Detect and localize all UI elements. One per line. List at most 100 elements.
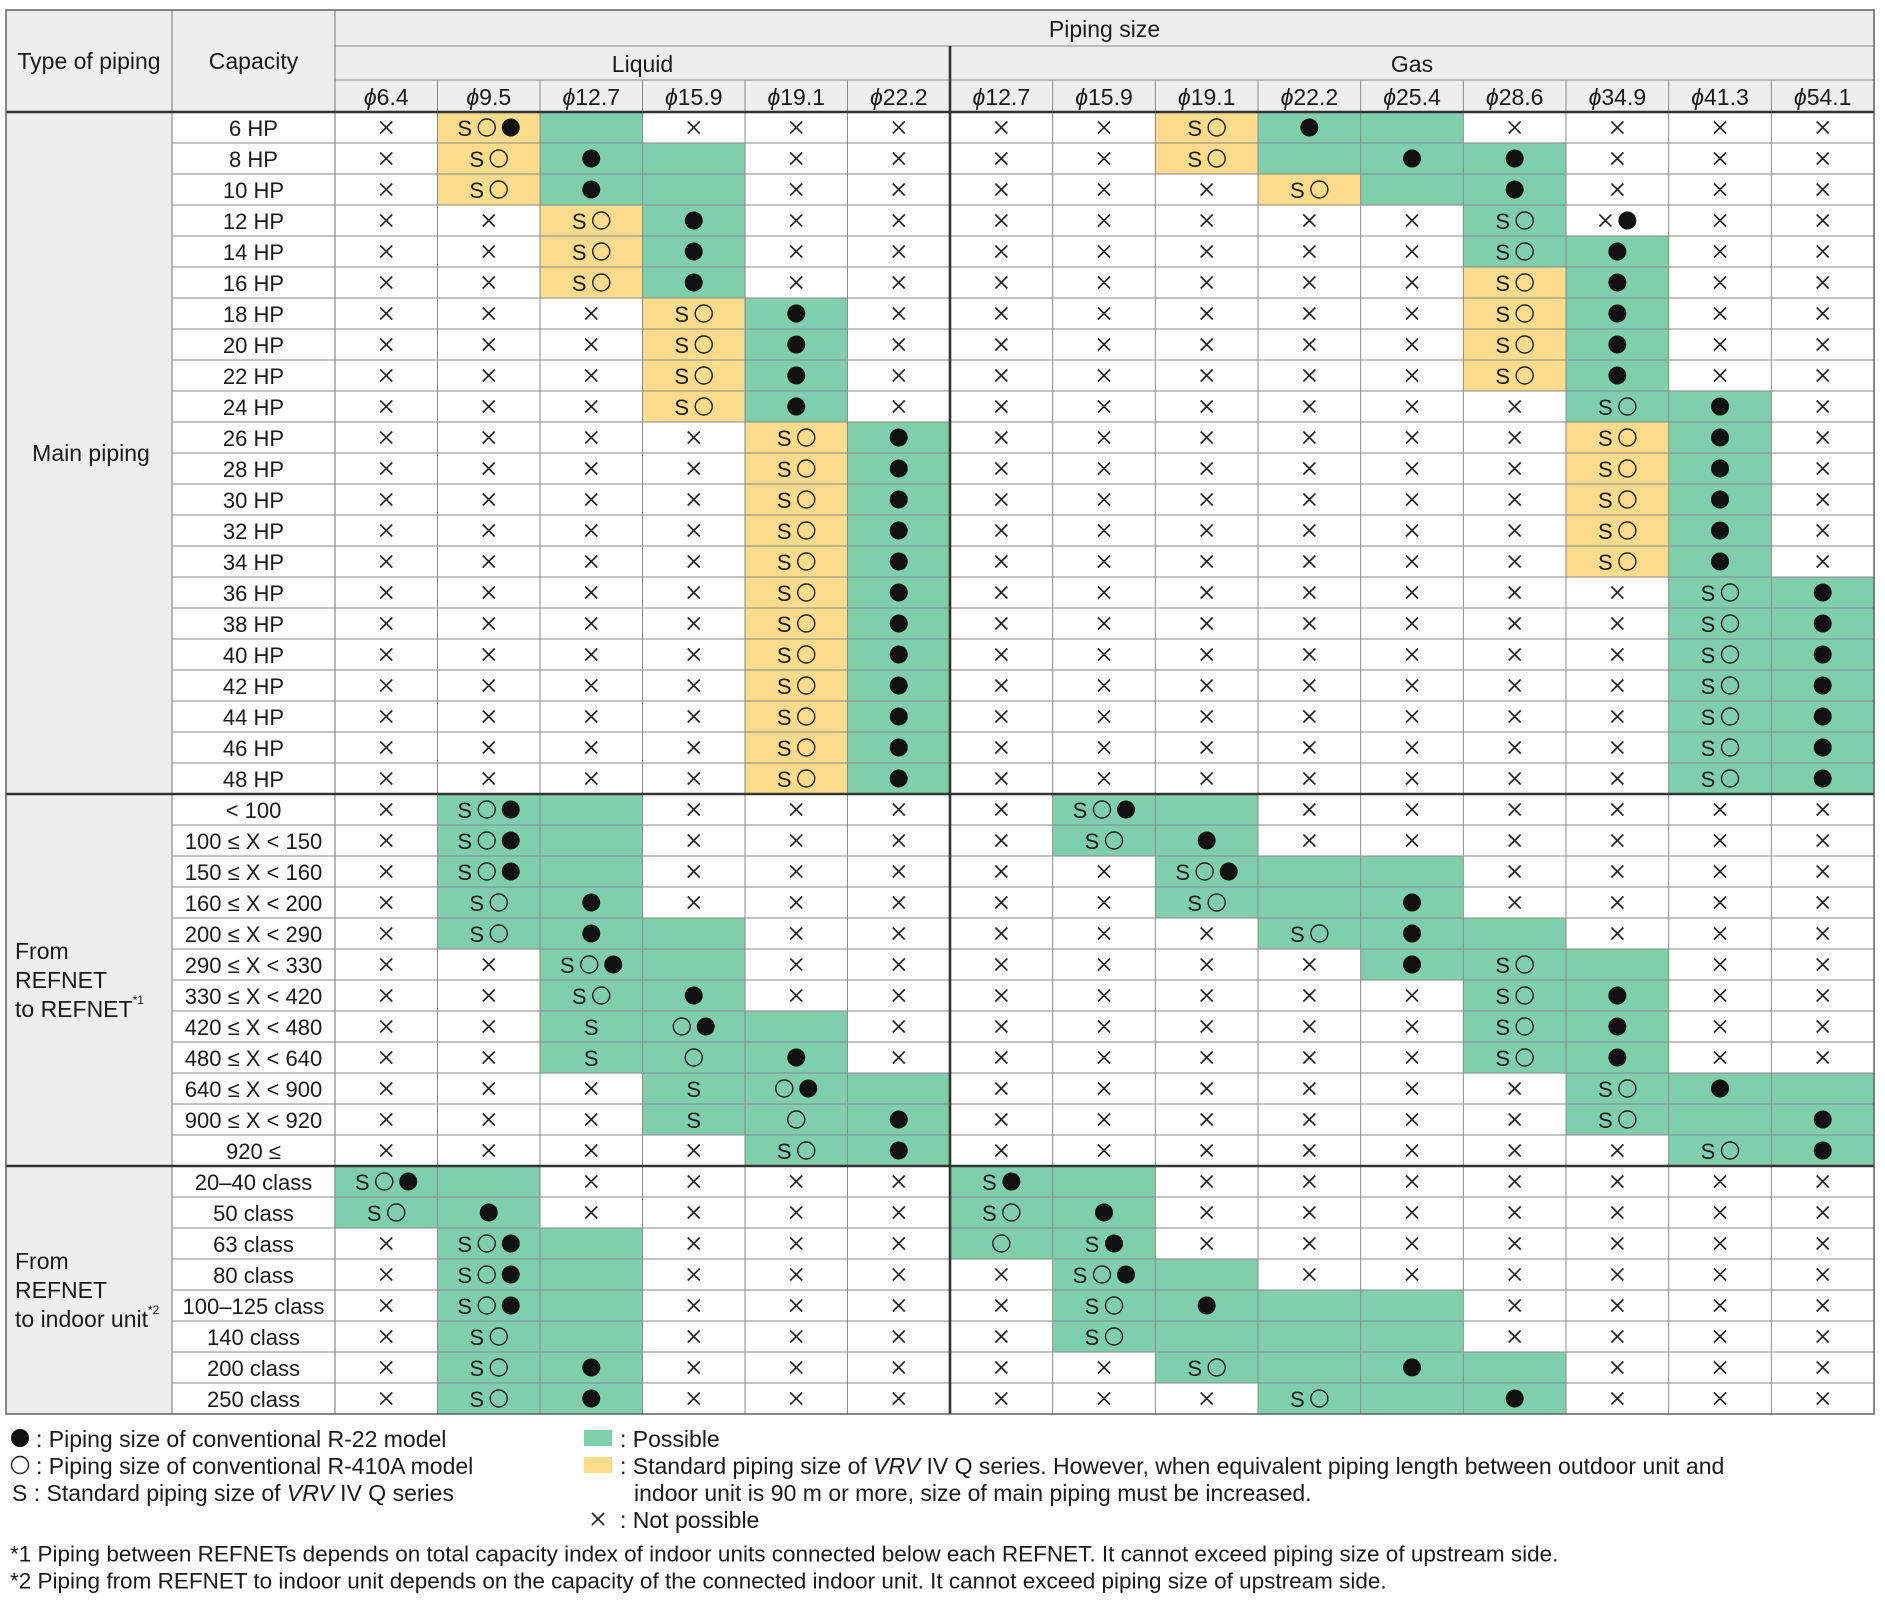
not-possible-cross-icon bbox=[1713, 864, 1727, 879]
not-possible-cross-icon bbox=[1713, 182, 1727, 197]
not-possible-cross-icon bbox=[789, 1236, 803, 1251]
not-possible-cross-icon bbox=[584, 554, 598, 569]
r410a-open-circle-icon bbox=[592, 273, 611, 292]
not-possible-cross-icon bbox=[1097, 1112, 1111, 1127]
not-possible-cross-icon bbox=[379, 709, 393, 724]
not-possible-cross-icon bbox=[1097, 275, 1111, 290]
not-possible-cross-icon bbox=[1097, 895, 1111, 910]
gas-size-header: ϕ54.1 bbox=[1794, 84, 1852, 110]
possible-cell bbox=[1155, 1352, 1259, 1383]
group-label-text: REFNET bbox=[15, 1277, 107, 1303]
possible-cell bbox=[437, 887, 540, 918]
not-possible-cross-icon bbox=[1816, 1298, 1830, 1313]
standard-cell bbox=[437, 174, 540, 205]
not-possible-cross-icon bbox=[379, 492, 393, 507]
not-possible-cross-icon bbox=[1713, 306, 1727, 321]
not-possible-cross-icon bbox=[1200, 1205, 1214, 1220]
not-possible-cross-icon bbox=[1405, 368, 1419, 383]
not-possible-cross-icon bbox=[892, 802, 906, 817]
capacity-cell: 330 ≤ X < 420 bbox=[185, 984, 322, 1009]
r410a-open-circle-icon bbox=[477, 118, 496, 137]
not-possible-cross-icon bbox=[1405, 213, 1419, 228]
r22-filled-circle-icon bbox=[1813, 707, 1832, 726]
possible-cell bbox=[1360, 1290, 1464, 1321]
not-possible-cross-icon bbox=[1302, 802, 1316, 817]
not-possible-cross-icon bbox=[1508, 492, 1522, 507]
not-possible-cross-icon bbox=[892, 1050, 906, 1065]
legend-text-part: VRV bbox=[873, 1453, 923, 1479]
r22-filled-circle-icon bbox=[1608, 986, 1627, 1005]
not-possible-cross-icon bbox=[1405, 988, 1419, 1003]
possible-cell bbox=[1258, 143, 1361, 174]
not-possible-cross-icon bbox=[1713, 1236, 1727, 1251]
r22-filled-circle-icon bbox=[889, 614, 908, 633]
standard-size-mark: S bbox=[1495, 953, 1510, 978]
not-possible-cross-icon bbox=[1713, 1391, 1727, 1406]
standard-cell bbox=[1566, 422, 1669, 453]
possible-cell bbox=[642, 918, 745, 949]
not-possible-cross-icon bbox=[1097, 306, 1111, 321]
not-possible-cross-icon bbox=[1405, 461, 1419, 476]
not-possible-cross-icon bbox=[994, 368, 1008, 383]
not-possible-cross-icon bbox=[1405, 492, 1419, 507]
not-possible-cross-icon bbox=[584, 399, 598, 414]
not-possible-cross-icon bbox=[687, 1143, 701, 1158]
r410a-open-circle-icon bbox=[1618, 552, 1637, 571]
r22-filled-circle-icon bbox=[1095, 1203, 1114, 1222]
group-label-text: From bbox=[15, 1248, 69, 1274]
possible-cell bbox=[642, 1073, 745, 1104]
not-possible-cross-icon bbox=[1097, 1081, 1111, 1096]
not-possible-cross-icon bbox=[1816, 182, 1830, 197]
not-possible-cross-icon bbox=[1302, 461, 1316, 476]
standard-size-mark: S bbox=[1598, 488, 1613, 513]
standard-size-mark: S bbox=[367, 1201, 382, 1226]
possible-cell bbox=[1155, 856, 1259, 887]
standard-size-mark: S bbox=[469, 1356, 484, 1381]
possible-cell bbox=[950, 1197, 1053, 1228]
not-possible-cross-icon bbox=[1508, 461, 1522, 476]
capacity-cell: 16 HP bbox=[223, 271, 284, 296]
not-possible-cross-icon bbox=[789, 1298, 803, 1313]
not-possible-cross-icon bbox=[687, 1205, 701, 1220]
possible-cell bbox=[1155, 794, 1259, 825]
not-possible-cross-icon bbox=[1097, 1391, 1111, 1406]
standard-cell bbox=[745, 484, 848, 515]
standard-cell bbox=[540, 205, 643, 236]
r22-filled-circle-icon bbox=[1711, 459, 1730, 478]
not-possible-cross-icon bbox=[1200, 213, 1214, 228]
diameter-value: 15.9 bbox=[1088, 84, 1133, 110]
not-possible-cross-icon bbox=[1508, 1174, 1522, 1189]
standard-cell bbox=[540, 236, 643, 267]
standard-size-mark: S bbox=[777, 612, 792, 637]
not-possible-cross-icon bbox=[1200, 275, 1214, 290]
standard-size-mark: S bbox=[674, 364, 689, 389]
standard-size-mark: S bbox=[1187, 1356, 1202, 1381]
diameter-symbol: ϕ bbox=[1075, 84, 1088, 110]
diameter-value: 22.2 bbox=[1293, 84, 1338, 110]
liquid-size-header: ϕ15.9 bbox=[665, 84, 723, 110]
not-possible-cross-icon bbox=[994, 616, 1008, 631]
footnote-marker: *1 bbox=[133, 993, 145, 1007]
standard-cell bbox=[745, 546, 848, 577]
liquid-size-header: ϕ22.2 bbox=[870, 84, 928, 110]
not-possible-cross-icon bbox=[892, 213, 906, 228]
r22-filled-circle-icon bbox=[889, 490, 908, 509]
not-possible-cross-icon bbox=[1713, 802, 1727, 817]
not-possible-cross-icon bbox=[379, 1081, 393, 1096]
possible-cell bbox=[745, 1073, 848, 1104]
standard-size-mark: S bbox=[1495, 209, 1510, 234]
not-possible-cross-icon bbox=[1610, 802, 1624, 817]
not-possible-cross-icon bbox=[994, 1360, 1008, 1375]
not-possible-cross-icon bbox=[1508, 1329, 1522, 1344]
not-possible-cross-icon bbox=[1713, 1174, 1727, 1189]
not-possible-cross-icon bbox=[1508, 1298, 1522, 1313]
possible-cell bbox=[540, 112, 643, 143]
r22-filled-circle-icon bbox=[1608, 335, 1627, 354]
not-possible-cross-icon bbox=[1302, 492, 1316, 507]
not-possible-cross-icon bbox=[1302, 1205, 1316, 1220]
not-possible-cross-icon bbox=[379, 1267, 393, 1282]
not-possible-cross-icon bbox=[1816, 492, 1830, 507]
not-possible-cross-icon bbox=[1508, 802, 1522, 817]
r410a-open-circle-icon bbox=[477, 831, 496, 850]
not-possible-cross-icon bbox=[1508, 1267, 1522, 1282]
